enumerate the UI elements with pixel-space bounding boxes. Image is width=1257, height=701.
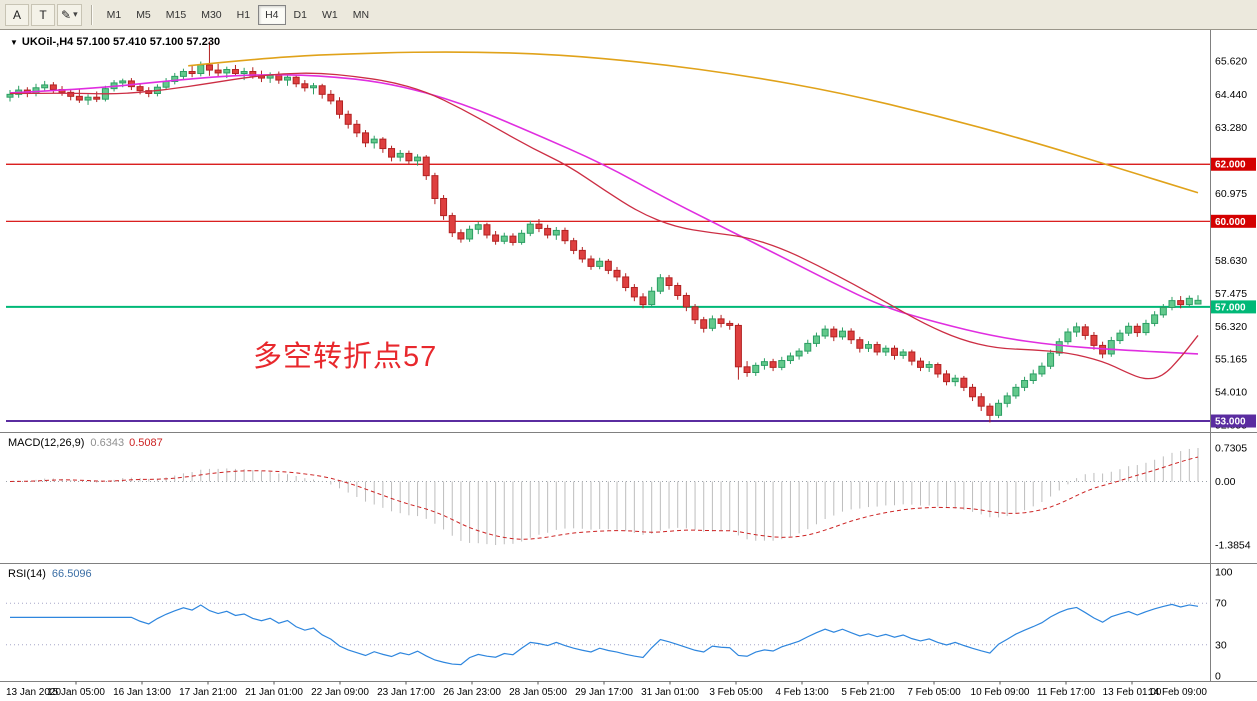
time-axis-label: 26 Jan 23:00 <box>443 687 501 698</box>
text-tool-button[interactable]: T <box>31 3 55 26</box>
time-axis-label: 21 Jan 01:00 <box>245 687 303 698</box>
time-axis-label: 14 Feb 09:00 <box>1148 687 1207 698</box>
price-tick-label: 55.165 <box>1215 354 1247 366</box>
time-axis-label: 7 Feb 05:00 <box>907 687 961 698</box>
price-axis: 65.620 64.440 63.280 60.975 58.630 57.475 56.3… <box>1211 55 1256 432</box>
price-tick-label: 57.475 <box>1215 288 1247 300</box>
chart-menu-icon[interactable]: ▼ <box>10 37 18 47</box>
price-tick-label: 58.630 <box>1215 255 1247 267</box>
toolbar-separator <box>90 4 93 25</box>
cursor-tool-button[interactable]: A <box>5 3 29 26</box>
rsi-panel <box>6 602 1210 666</box>
rsi-indicator-label: RSI(14) 66.5096 <box>8 568 92 580</box>
timeframe-button-h1[interactable]: H1 <box>230 5 257 25</box>
ma-slow-magenta-line <box>9 73 1199 355</box>
timeframe-button-d1[interactable]: D1 <box>287 5 314 25</box>
macd-axis-label: 0.7305 <box>1215 443 1247 455</box>
chart-annotation: 多空转折点57 <box>253 341 438 373</box>
time-axis-label: 11 Feb 17:00 <box>1037 687 1096 698</box>
time-axis-label: 23 Jan 17:00 <box>377 687 435 698</box>
price-tag-60.000 <box>1211 214 1256 228</box>
timeframe-button-w1[interactable]: W1 <box>315 5 345 25</box>
timeframe-button-m1[interactable]: M1 <box>100 5 129 25</box>
timeframe-button-h4[interactable]: H4 <box>258 4 286 25</box>
time-axis-label: 5 Feb 21:00 <box>841 687 895 698</box>
timeframe-button-m15[interactable]: M15 <box>159 5 193 25</box>
price-tag-62.000 <box>1211 157 1256 171</box>
time-axis-label: 16 Jan 13:00 <box>113 687 171 698</box>
time-axis-label: 4 Feb 13:00 <box>775 687 829 698</box>
time-axis-label: 22 Jan 09:00 <box>311 687 369 698</box>
price-tag-text: 53.000 <box>1215 417 1246 428</box>
time-axis-label: 10 Feb 09:00 <box>971 687 1030 698</box>
macd-axis-label: -1.3854 <box>1215 540 1251 552</box>
rsi-axis-label: 0 <box>1215 671 1221 683</box>
chart-title: ▼ UKOil-,H4 57.100 57.410 57.100 57.230 <box>10 36 220 48</box>
macd-indicator-label: MACD(12,26,9) 0.6343 0.5087 <box>8 437 163 449</box>
macd-value-signal: 0.5087 <box>129 437 163 449</box>
ma-fast-red-line <box>9 72 1199 380</box>
macd-signal-line <box>9 456 1199 540</box>
price-tag-text: 60.000 <box>1215 217 1246 228</box>
macd-histogram <box>18 448 1199 546</box>
price-tick-label: 60.975 <box>1215 188 1247 200</box>
timeframe-button-m30[interactable]: M30 <box>194 5 228 25</box>
time-axis-label: 29 Jan 17:00 <box>575 687 633 698</box>
macd-label-text: MACD(12,26,9) <box>8 437 85 449</box>
panel-frame <box>0 30 1257 682</box>
price-tick-label: 64.440 <box>1215 89 1247 101</box>
timeframe-toolbar: M1 M5 M15 M30 H1 H4 D1 W1 MN <box>100 4 377 25</box>
candles-layer <box>6 41 1202 423</box>
draw-tool-button[interactable]: ✎ ▾ <box>57 3 82 26</box>
rsi-axis: 100 70 30 0 <box>1215 567 1233 683</box>
chart-title-text: UKOil-,H4 57.100 57.410 57.100 57.230 <box>21 36 221 48</box>
macd-value-main: 0.6343 <box>90 437 125 449</box>
price-tick-label: 63.280 <box>1215 122 1247 134</box>
price-tag-57.000 <box>1211 300 1256 314</box>
horizontal-lines <box>6 163 1210 423</box>
price-tag-text: 57.000 <box>1215 302 1246 313</box>
time-axis-label: 28 Jan 05:00 <box>509 687 567 698</box>
rsi-axis-label: 100 <box>1215 567 1233 579</box>
pencil-icon: ✎ <box>61 7 72 22</box>
chart-canvas[interactable]: 65.620 64.440 63.280 60.975 58.630 57.475 56.3… <box>0 30 1257 701</box>
rsi-line <box>10 603 1199 666</box>
price-tag-53.000 <box>1211 414 1256 428</box>
timeframe-button-m5[interactable]: M5 <box>129 5 158 25</box>
macd-axis-label: 0.00 <box>1215 476 1236 488</box>
rsi-label-text: RSI(14) <box>8 568 46 580</box>
time-axis-label: 13 Feb 01:00 <box>1103 687 1162 698</box>
price-tick-label: 65.620 <box>1215 55 1247 67</box>
price-tag-text: 62.000 <box>1215 160 1246 171</box>
macd-panel <box>6 448 1210 546</box>
time-axis-label: 3 Feb 05:00 <box>709 687 763 698</box>
time-axis-label: 13 Jan 2020 <box>6 687 61 698</box>
rsi-axis-label: 70 <box>1215 598 1227 610</box>
timeframe-button-mn[interactable]: MN <box>346 5 376 25</box>
dropdown-arrow-icon: ▾ <box>73 9 78 19</box>
macd-axis: 0.7305 0.00 -1.3854 <box>1215 443 1251 552</box>
time-axis-label: 17 Jan 21:00 <box>179 687 237 698</box>
price-tick-label: 54.010 <box>1215 387 1247 399</box>
price-tick-label: 56.320 <box>1215 321 1247 333</box>
rsi-value: 66.5096 <box>51 568 92 580</box>
rsi-axis-label: 30 <box>1215 639 1227 651</box>
toolbar: A T ✎ ▾ M1 M5 M15 M30 H1 H4 D1 W1 MN <box>0 0 1257 30</box>
chart-area: 65.620 64.440 63.280 60.975 58.630 57.475 56.3… <box>0 30 1257 701</box>
ma-long-orange-line <box>188 51 1199 194</box>
time-axis-label: 15 Jan 05:00 <box>47 687 105 698</box>
time-axis-label: 31 Jan 01:00 <box>641 687 699 698</box>
